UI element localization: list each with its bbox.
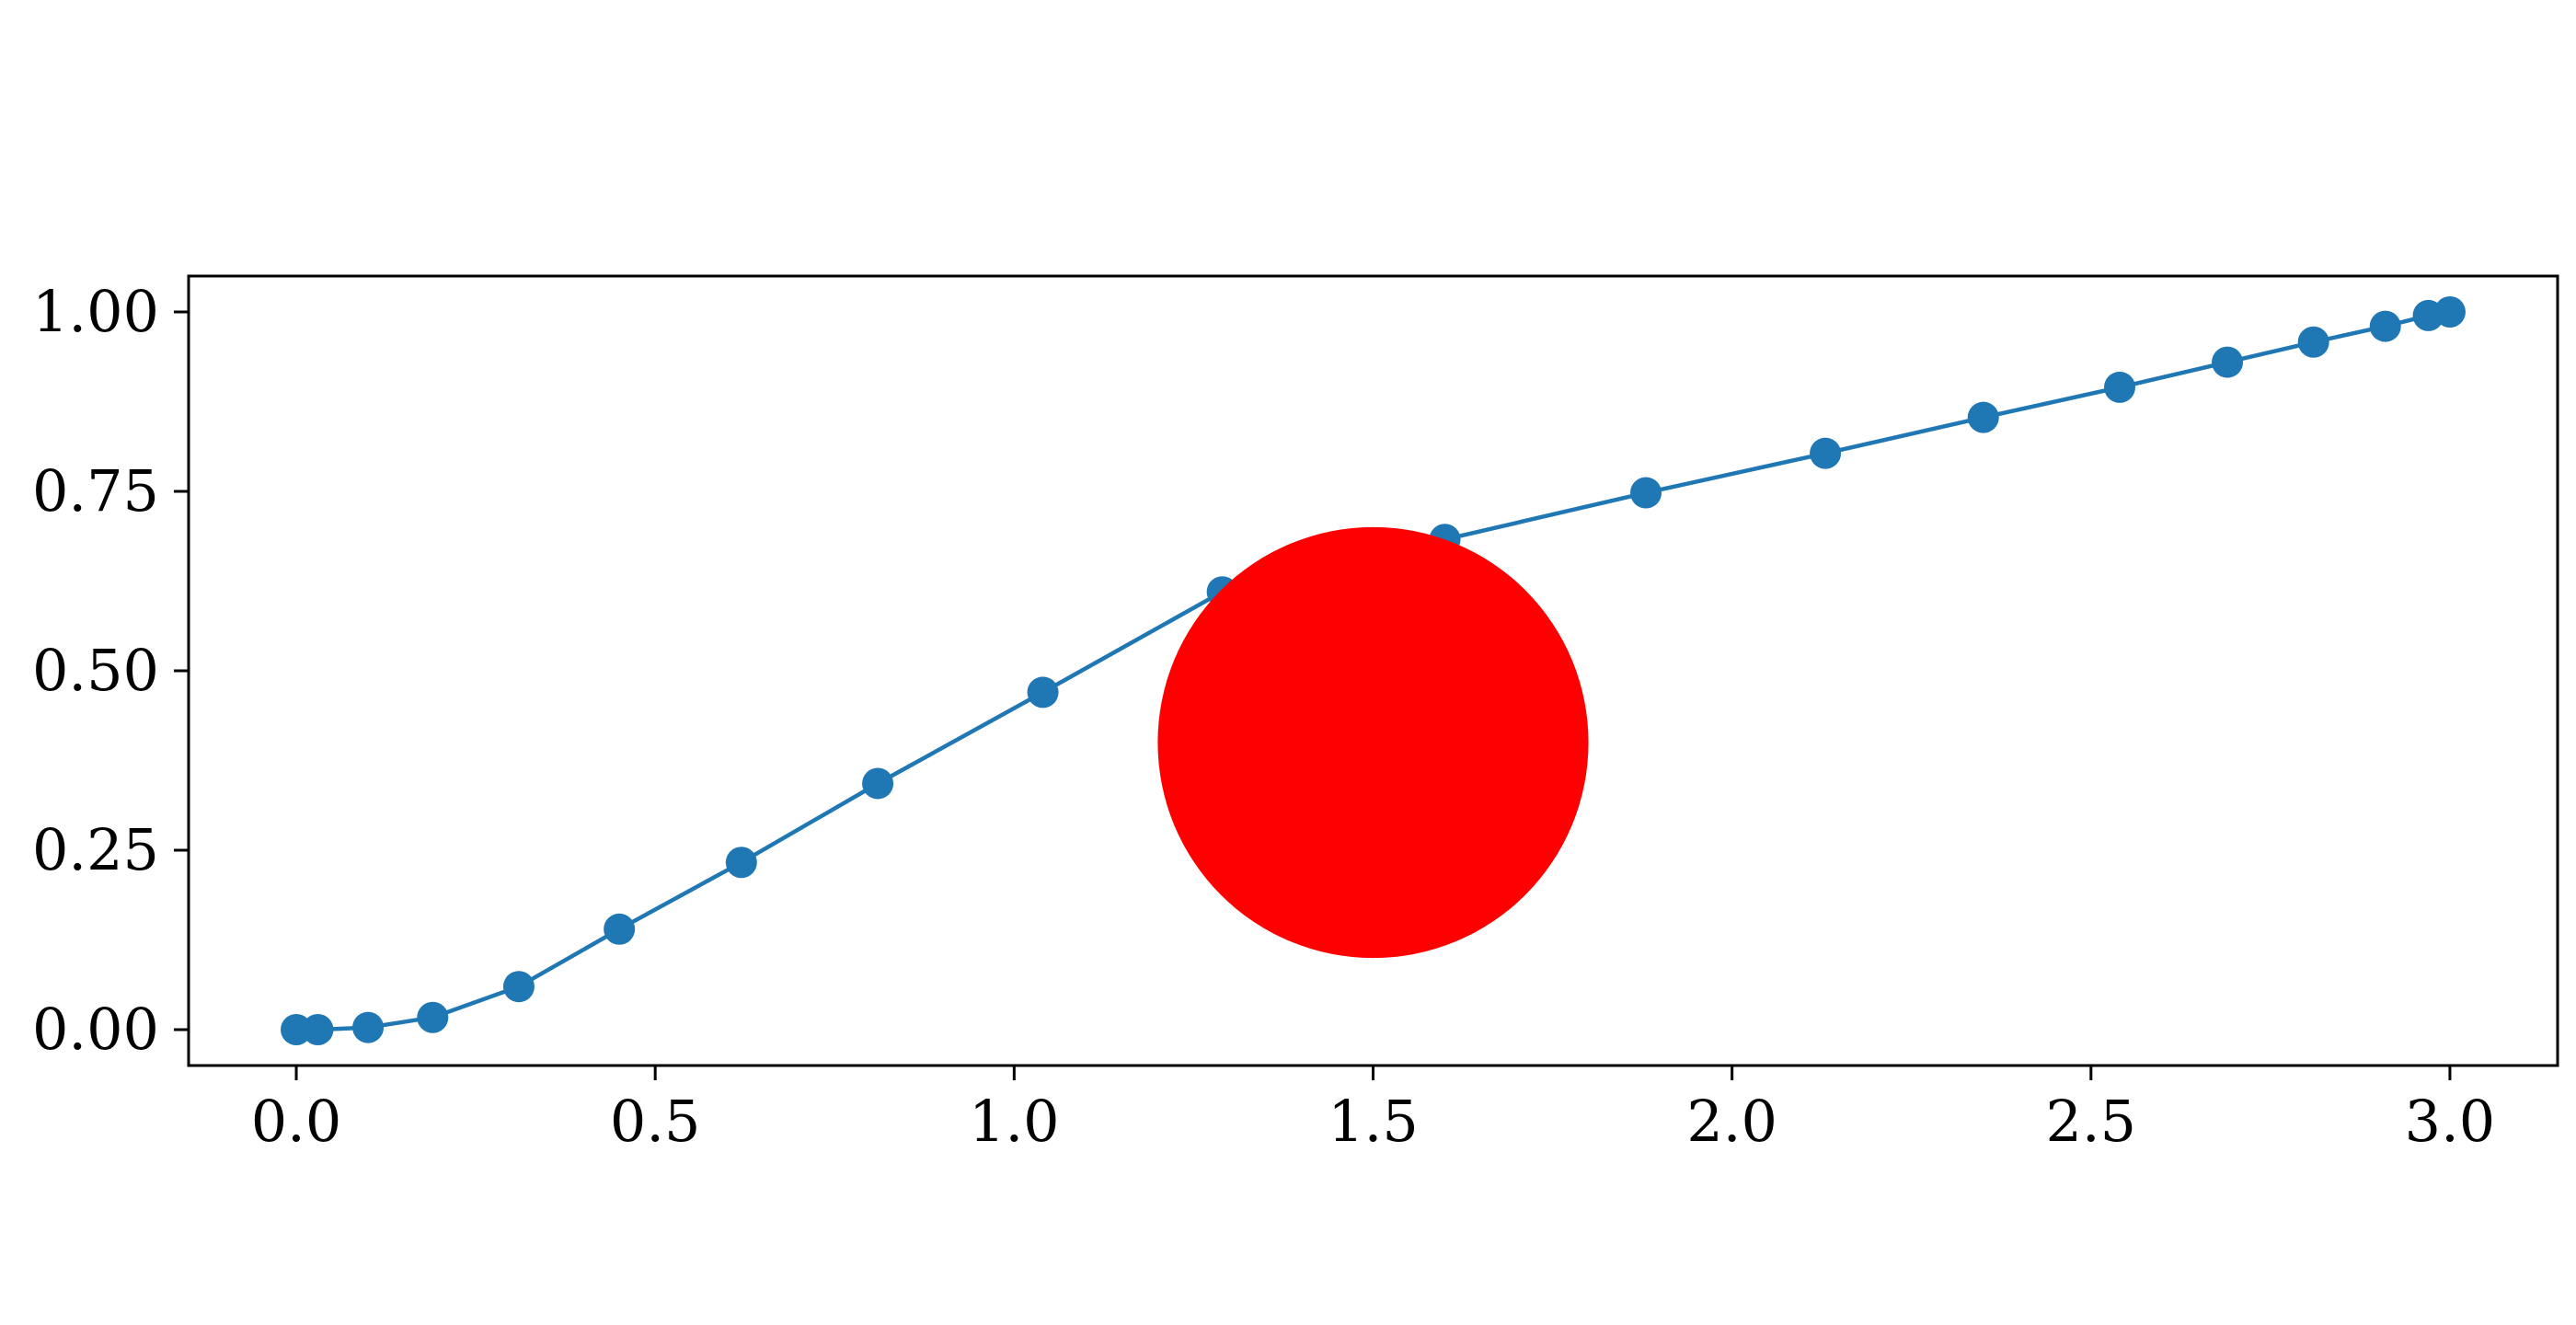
x-tick-label: 1.0: [969, 1088, 1060, 1155]
x-tick-label: 0.5: [610, 1088, 701, 1155]
series-point: [417, 1001, 449, 1033]
series-point: [2104, 371, 2136, 403]
series-point: [352, 1011, 385, 1043]
series-point: [302, 1014, 334, 1045]
axes: 0.0 0.5 1.0 1.5 2.0 2.5 3.0 0.00 0.25 0.50 0.75 1.0…: [32, 274, 2559, 1155]
series-point: [2433, 296, 2466, 328]
x-tick-label: 2.5: [2045, 1088, 2136, 1155]
red-circle-marker: [1157, 526, 1589, 959]
series-point: [725, 847, 757, 879]
series-point: [1630, 477, 1662, 509]
series-point: [1967, 401, 1999, 433]
x-tick-label: 3.0: [2405, 1088, 2496, 1155]
series-point: [1810, 437, 1842, 469]
y-tick-label: 1.00: [32, 278, 159, 345]
y-tick-label: 0.75: [32, 457, 159, 524]
series-point: [1027, 676, 1059, 709]
series-point: [2297, 326, 2329, 358]
y-tick-label: 0.25: [32, 816, 159, 883]
y-tick-label: 0.50: [32, 637, 159, 704]
x-tick-label: 2.0: [1686, 1088, 1777, 1155]
series-point: [281, 1014, 313, 1045]
series-point: [862, 767, 894, 800]
x-tick-label: 0.0: [251, 1088, 342, 1155]
series-point: [2369, 310, 2401, 342]
series-point: [502, 971, 535, 1003]
y-tick-label: 0.00: [32, 996, 159, 1063]
plot-area: [281, 296, 2466, 1045]
series-point: [604, 913, 636, 945]
x-tick-label: 1.5: [1328, 1088, 1419, 1155]
series-point: [2212, 346, 2244, 378]
plot-data-group: [281, 296, 2466, 1045]
